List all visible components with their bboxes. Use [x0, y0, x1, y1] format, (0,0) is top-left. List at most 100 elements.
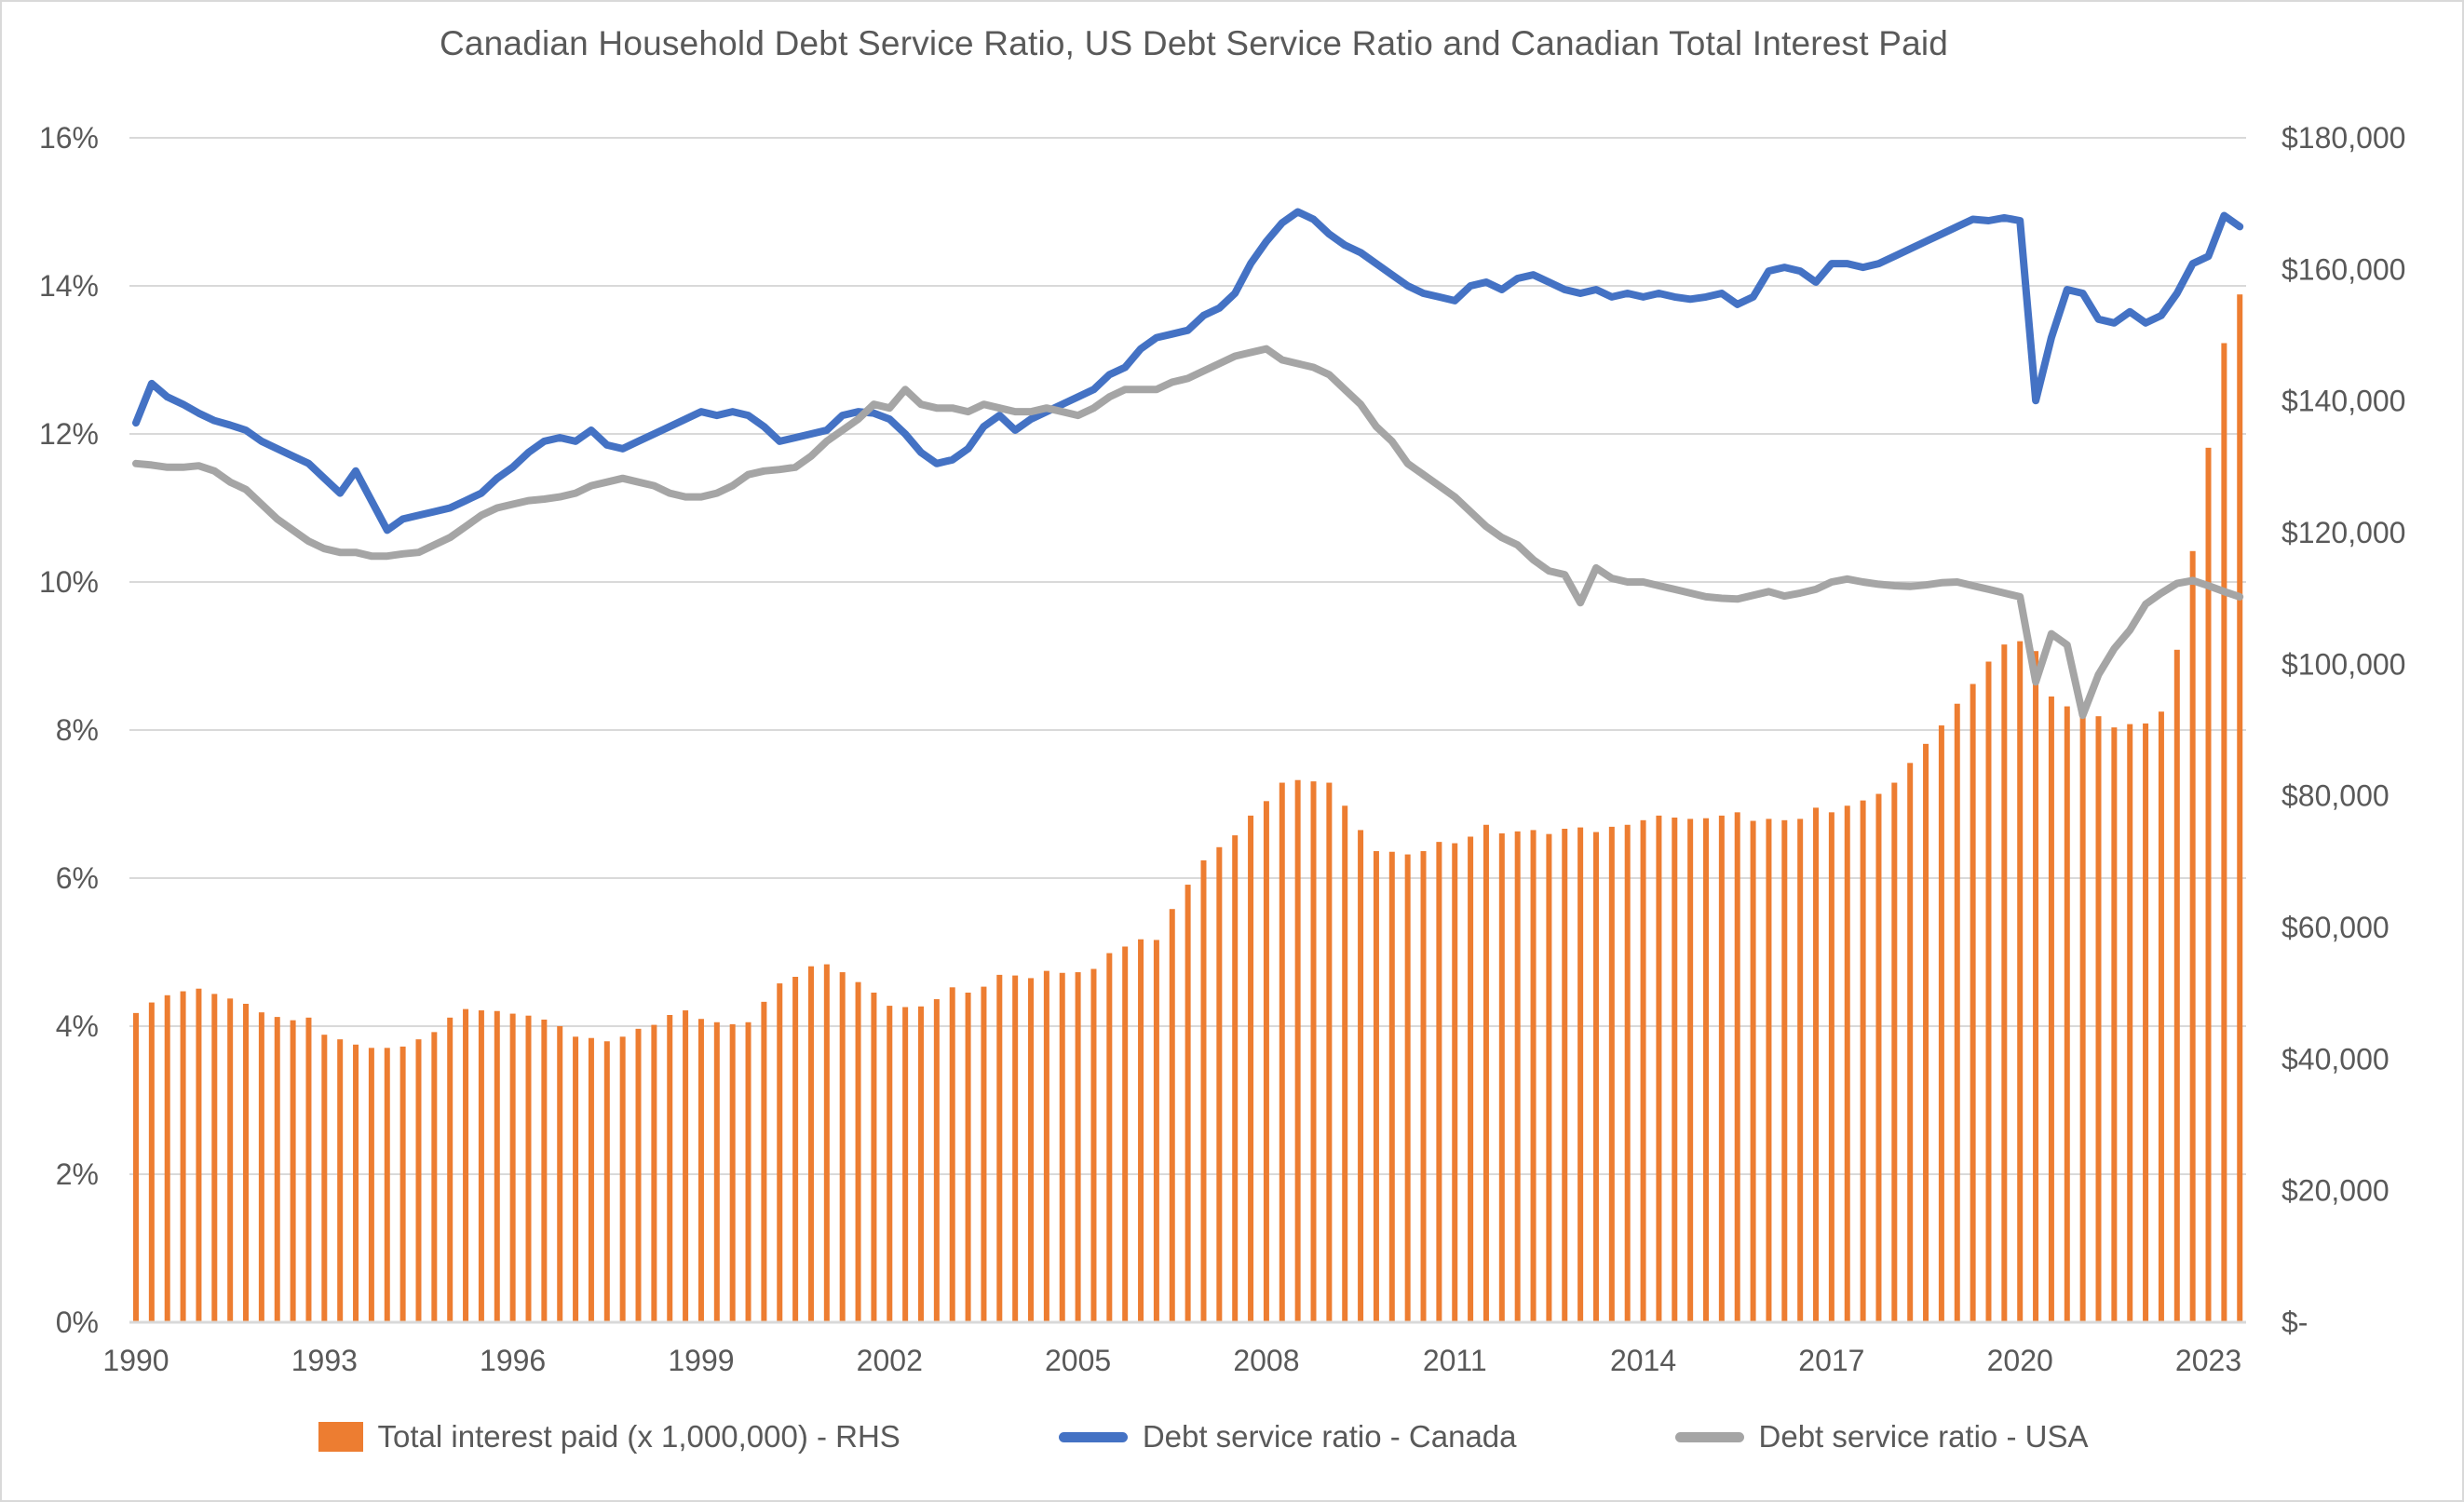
y-left-tick: 8%: [56, 713, 99, 747]
interest-paid-bar: [1106, 953, 1113, 1322]
interest-paid-bar: [447, 1017, 454, 1322]
interest-paid-bar: [1404, 854, 1411, 1322]
interest-paid-bar: [1498, 832, 1505, 1322]
interest-paid-bar: [180, 991, 186, 1322]
interest-paid-bar: [1672, 817, 1678, 1322]
interest-paid-bar: [1562, 829, 1568, 1322]
interest-paid-bar: [2237, 294, 2243, 1323]
interest-paid-bar: [509, 1013, 516, 1322]
y-left-tick: 2%: [56, 1157, 99, 1191]
interest-paid-bar: [1656, 815, 1662, 1322]
x-tick: 2008: [1233, 1344, 1299, 1377]
interest-paid-bar: [1138, 939, 1144, 1322]
interest-paid-bar: [337, 1039, 344, 1322]
interest-paid-bar: [431, 1032, 438, 1322]
legend: Total interest paid (x 1,000,000) - RHS …: [2, 1419, 2404, 1455]
interest-paid-bar: [1232, 835, 1239, 1322]
x-tick: 2002: [857, 1344, 923, 1377]
interest-paid-bar: [1452, 843, 1458, 1322]
interest-paid-bar: [1279, 782, 1285, 1322]
interest-paid-bar: [2143, 723, 2149, 1322]
interest-paid-bar: [949, 987, 955, 1322]
interest-paid-bar: [1185, 885, 1191, 1322]
canada-line-swatch-icon: [1058, 1431, 1128, 1442]
interest-paid-bar: [1985, 661, 1992, 1322]
interest-paid-bar: [1797, 819, 1804, 1322]
interest-paid-bar: [148, 1002, 155, 1322]
x-tick: 2023: [2175, 1344, 2241, 1377]
y-left-tick: 6%: [56, 861, 99, 895]
y-left-tick: 12%: [39, 417, 99, 451]
interest-paid-bar: [1844, 805, 1850, 1322]
interest-paid-bar: [2221, 343, 2227, 1323]
interest-paid-bar: [729, 1023, 736, 1322]
interest-paid-bar: [1923, 743, 1929, 1322]
interest-paid-bar: [1530, 830, 1537, 1322]
canada-line: [132, 208, 2244, 534]
interest-paid-bar: [1750, 820, 1756, 1322]
interest-paid-bar: [713, 1022, 720, 1322]
interest-paid-bar: [918, 1006, 924, 1322]
interest-paid-bar: [1734, 812, 1740, 1322]
interest-paid-bar: [368, 1048, 374, 1322]
interest-paid-bar: [1891, 782, 1898, 1322]
interest-paid-bar: [1514, 831, 1521, 1322]
y-right-tick: $140,000: [2281, 385, 2405, 418]
x-tick: 1993: [291, 1344, 358, 1377]
bar-series-swatch-icon: [318, 1422, 363, 1452]
interest-paid-bar: [2127, 724, 2133, 1322]
interest-paid-bar: [1420, 851, 1427, 1322]
interest-paid-bar: [494, 1010, 500, 1322]
interest-paid-bar: [745, 1022, 751, 1322]
interest-paid-bar: [1875, 793, 1882, 1322]
interest-paid-bar: [1954, 703, 1960, 1322]
interest-paid-bar: [1608, 826, 1615, 1322]
interest-paid-bar: [1766, 819, 1772, 1322]
interest-paid-bar: [588, 1037, 594, 1322]
legend-label-interest-paid: Total interest paid (x 1,000,000) - RHS: [377, 1419, 900, 1454]
interest-paid-bar: [1577, 827, 1584, 1322]
interest-paid-bar: [1122, 946, 1129, 1322]
interest-paid-bar: [996, 974, 1003, 1322]
interest-paid-bar: [651, 1024, 657, 1322]
interest-paid-bar: [1310, 781, 1317, 1322]
interest-paid-bar: [1592, 832, 1599, 1322]
x-tick: 2005: [1045, 1344, 1111, 1377]
interest-paid-bar: [1012, 975, 1019, 1322]
interest-paid-bar: [839, 972, 846, 1322]
interest-paid-bar: [1624, 824, 1631, 1322]
interest-paid-bar: [855, 981, 861, 1322]
interest-paid-bar: [1546, 833, 1552, 1322]
interest-paid-bar: [902, 1007, 909, 1322]
x-tick: 2017: [1798, 1344, 1864, 1377]
y-right-tick: $120,000: [2281, 516, 2405, 549]
interest-paid-bar: [1373, 851, 1379, 1322]
interest-paid-bar: [353, 1044, 359, 1322]
interest-paid-bar: [2033, 651, 2039, 1322]
interest-paid-bar: [777, 983, 783, 1322]
interest-paid-bar: [1781, 819, 1788, 1322]
interest-paid-bar: [1640, 819, 1646, 1322]
interest-paid-bar: [1938, 725, 1944, 1322]
y-left-tick: 14%: [39, 269, 99, 303]
interest-paid-bar: [635, 1028, 642, 1322]
interest-paid-bar: [321, 1035, 328, 1322]
interest-paid-bar: [2173, 649, 2180, 1322]
interest-paid-bar: [463, 1008, 469, 1322]
legend-item-interest-paid: Total interest paid (x 1,000,000) - RHS: [318, 1419, 900, 1455]
interest-paid-bar: [1263, 801, 1269, 1322]
interest-paid-bar: [2111, 727, 2118, 1322]
x-tick: 1999: [668, 1344, 734, 1377]
interest-paid-bar: [1907, 763, 1914, 1322]
y-right-tick: $-: [2281, 1306, 2308, 1339]
interest-paid-bar: [384, 1048, 390, 1322]
x-tick: 2020: [1987, 1344, 2053, 1377]
y-right-tick: $180,000: [2281, 121, 2405, 155]
interest-paid-bar: [1059, 972, 1065, 1322]
interest-paid-bar: [1169, 909, 1175, 1322]
interest-paid-bar: [1388, 851, 1395, 1322]
x-tick: 2014: [1610, 1344, 1676, 1377]
interest-paid-bar: [1216, 846, 1223, 1322]
interest-paid-bar: [667, 1014, 673, 1322]
interest-paid-bar: [2095, 716, 2102, 1322]
